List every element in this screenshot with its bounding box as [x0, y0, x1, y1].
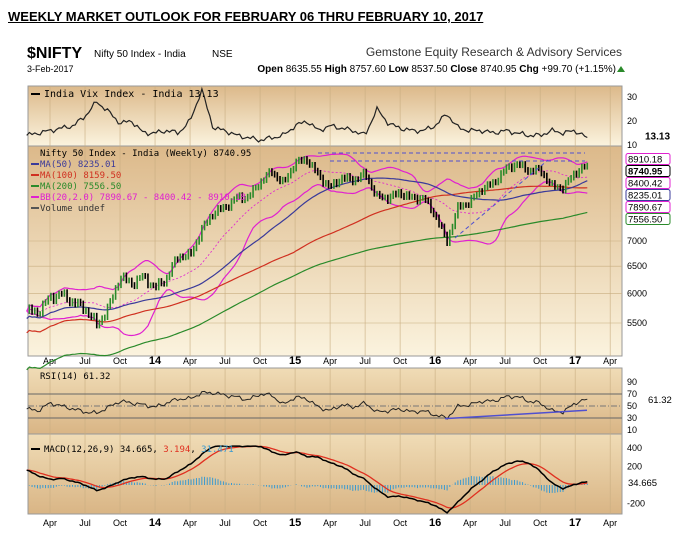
x-tick-label: 15	[289, 517, 301, 529]
x-tick-label: Oct	[393, 356, 408, 366]
bb-middle-line	[26, 169, 588, 312]
symbol-name: Nifty 50 Index - India	[94, 49, 186, 60]
x-tick-label: Jul	[219, 356, 231, 366]
price-y-tick: 6000	[627, 288, 647, 298]
bb-upper-line	[26, 153, 588, 312]
x-tick-label: Oct	[253, 518, 268, 528]
vix-y-tick: 30	[627, 92, 637, 102]
chart-date: 3-Feb-2017	[27, 64, 74, 74]
macd-signal-line	[26, 445, 588, 509]
macd-y-tick: -200	[627, 499, 645, 509]
x-tick-label: Jul	[79, 356, 91, 366]
x-tick-label: Jul	[499, 518, 511, 528]
vix-line	[26, 86, 588, 143]
ma50-tag: 8235.01	[628, 190, 662, 201]
x-tick-label: Apr	[183, 518, 197, 528]
x-tick-label: Oct	[533, 356, 548, 366]
bb-upper-tag-box	[625, 152, 671, 165]
close-tag: 8740.95	[628, 166, 663, 177]
x-tick-label: Oct	[253, 356, 268, 366]
x-tick-label: Apr	[603, 356, 617, 366]
vix-legend: India Vix Index - India 13.13	[44, 89, 219, 100]
close-tag-box	[625, 164, 671, 177]
bb-lower-line	[26, 181, 588, 337]
symbol: $NIFTY	[27, 45, 82, 62]
x-tick-label: Jul	[79, 518, 91, 528]
x-tick-label: Apr	[603, 518, 617, 528]
overlay-legend: MA(50) 8235.01	[40, 160, 116, 170]
x-tick-label: Jul	[499, 356, 511, 366]
ma200-tag: 7556.50	[628, 214, 662, 225]
provider: Gemstone Equity Research & Advisory Serv…	[366, 45, 622, 59]
x-tick-label: Jul	[359, 518, 371, 528]
x-tick-label: 16	[429, 517, 441, 529]
macd-y-tick: 200	[627, 462, 642, 472]
x-tick-label: 15	[289, 355, 301, 367]
x-tick-label: Apr	[43, 518, 57, 528]
x-tick-label: Jul	[359, 356, 371, 366]
ma200-line	[26, 211, 588, 371]
ma100-line	[26, 185, 588, 334]
bb-lower-tag: 7890.67	[628, 202, 662, 213]
price-y-tick: 5500	[627, 318, 647, 328]
rsi-y-tick: 10	[627, 425, 637, 435]
overlay-legend: MA(100) 8159.50	[40, 171, 121, 181]
x-tick-label: Jul	[219, 518, 231, 528]
x-tick-label: Oct	[533, 518, 548, 528]
x-tick-label: 16	[429, 355, 441, 367]
ma50-tag-box	[625, 188, 671, 201]
rsi-legend: RSI(14) 61.32	[40, 372, 110, 382]
page-title: WEEKLY MARKET OUTLOOK FOR FEBRUARY 06 TH…	[8, 9, 484, 24]
x-tick-label: Apr	[323, 518, 337, 528]
x-tick-label: Oct	[113, 356, 128, 366]
trend-line	[454, 159, 549, 239]
x-tick-label: Apr	[43, 356, 57, 366]
bb-mid-tag: 8400.42	[628, 178, 662, 189]
vix-y-tick: 20	[627, 116, 637, 126]
x-tick-label: 14	[149, 517, 162, 529]
rsi-y-tick: 70	[627, 389, 637, 399]
macd-last-tag: 34.665	[628, 478, 657, 489]
x-tick-label: Oct	[113, 518, 128, 528]
quote-line: Open 8635.55 High 8757.60 Low 8537.50 Cl…	[257, 64, 616, 75]
macd-y-tick: 400	[627, 443, 642, 453]
rsi-line	[26, 390, 588, 420]
bb-lower-tag-box	[625, 200, 671, 213]
rsi-trend-line	[444, 409, 588, 420]
ma200-tag-box	[625, 212, 671, 225]
x-tick-label: 17	[569, 355, 581, 367]
ma50-line	[26, 177, 588, 319]
price-y-tick: 7000	[627, 236, 647, 246]
x-tick-label: 14	[149, 355, 162, 367]
x-tick-label: Apr	[323, 356, 337, 366]
exchange: NSE	[212, 49, 233, 60]
overlay-legend: Volume undef	[40, 204, 105, 214]
overlay-legend: MA(200) 7556.50	[40, 182, 121, 192]
rsi-y-tick: 90	[627, 377, 637, 387]
x-tick-label: Apr	[183, 356, 197, 366]
rsi-last-tag: 61.32	[648, 395, 672, 406]
vix-last-tag: 13.13	[645, 131, 670, 142]
bb-upper-tag: 8910.18	[628, 154, 662, 165]
x-tick-label: Apr	[463, 356, 477, 366]
overlay-legend: BB(20,2.0) 7890.67 - 8400.42 - 8910.18	[40, 193, 246, 203]
rsi-y-tick: 50	[627, 401, 637, 411]
price-legend: Nifty 50 Index - India (Weekly) 8740.95	[40, 149, 251, 159]
macd-line	[26, 445, 588, 514]
x-tick-label: 17	[569, 517, 581, 529]
rsi-y-tick: 30	[627, 413, 637, 423]
macd-legend: MACD(12,26,9) 34.665, 3.194, 31.471	[44, 445, 234, 455]
price-y-tick: 6500	[627, 261, 647, 271]
bb-mid-tag-box	[625, 176, 671, 189]
x-tick-label: Oct	[393, 518, 408, 528]
up-triangle-icon	[617, 66, 625, 72]
x-tick-label: Apr	[463, 518, 477, 528]
vix-y-tick: 10	[627, 140, 637, 150]
